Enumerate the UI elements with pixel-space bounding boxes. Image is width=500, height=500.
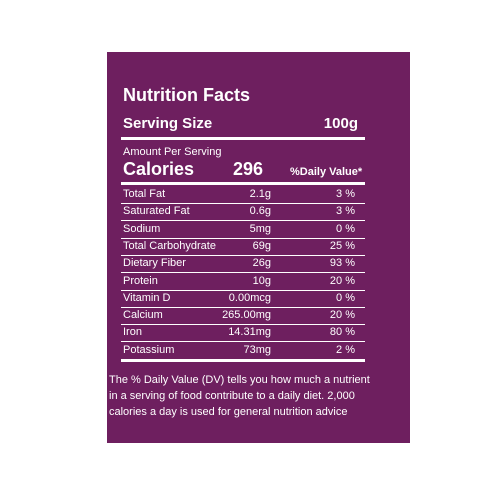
thick-rule [121,137,365,140]
nutrient-row: Total Carbohydrate 69g 25 % [123,238,363,255]
nutrient-amount: 2.1g [249,188,271,200]
nutrient-name: Sodium [123,222,161,235]
nutrient-row: Vitamin D 0.00mcg 0 % [123,290,363,307]
nutrient-row: Calcium 265.00mg 20 % [123,307,363,324]
thick-rule [121,182,365,185]
nutrient-dv: 20 % [329,274,355,287]
nutrient-dv: 20 % [329,309,355,322]
nutrient-row: Total Fat 2.1g 3 % [123,186,363,203]
nutrition-label: Nutrition Facts Serving Size 100g Amount… [107,52,410,443]
row-rule [121,254,365,256]
nutrient-name: Calcium [123,309,163,322]
nutrient-amount: 73mg [243,343,271,356]
row-rule [121,237,365,239]
nutrient-row: Iron 14.31mg 80 % [123,324,363,341]
footnote: The % Daily Value (DV) tells you how muc… [109,374,370,418]
nutrient-name: Dietary Fiber [123,257,186,270]
nutrient-row: Sodium 5mg 0 % [123,221,363,238]
nutrient-dv: 3 % [336,188,355,200]
nutrient-amount: 265.00mg [222,309,271,322]
serving-value: 100g [323,115,358,132]
nutrient-dv: 80 % [329,326,355,339]
nutrient-amount: 0.6g [249,205,271,218]
nutrient-dv: 25 % [329,239,355,252]
row-rule [121,272,365,274]
amount-label: Amount Per Serving [123,146,222,158]
row-rule [121,220,365,222]
nutrient-amount: 69g [252,239,271,252]
row-rule [121,324,365,326]
row-rule [121,341,365,343]
row-rule [121,203,365,204]
nutrient-name: Total Carbohydrate [123,239,216,252]
row-rule [121,289,365,291]
nutrient-amount: 0.00mcg [228,291,271,304]
nutrient-name: Saturated Fat [123,205,190,218]
nutrient-name: Vitamin D [123,291,171,304]
nutrient-row: Protein 10g 20 % [123,273,363,290]
nutrient-name: Potassium [123,343,175,356]
nutrient-amount: 10g [252,274,271,287]
nutrient-dv: 93 % [329,257,355,270]
dv-header: %Daily Value* [290,166,363,178]
calories-value: 296 [233,159,264,179]
nutrient-dv: 0 % [336,222,355,235]
title: Nutrition Facts [123,85,251,105]
thick-rule [121,359,365,362]
nutrient-name: Protein [123,274,158,287]
nutrient-dv: 3 % [336,205,355,218]
nutrient-row: Potassium 73mg 2 % [123,342,363,359]
nutrient-amount: 5mg [249,222,271,235]
serving-label: Serving Size [123,115,213,132]
nutrient-dv: 0 % [336,291,355,304]
nutrient-name: Total Fat [123,188,166,200]
nutrient-name: Iron [123,326,142,339]
nutrient-row: Saturated Fat 0.6g 3 % [123,203,363,220]
nutrient-amount: 26g [252,257,271,270]
nutrient-row: Dietary Fiber 26g 93 % [123,255,363,272]
nutrient-dv: 2 % [336,343,355,356]
row-rule [121,306,365,308]
nutrient-amount: 14.31mg [228,326,271,339]
calories-label: Calories [123,159,195,179]
